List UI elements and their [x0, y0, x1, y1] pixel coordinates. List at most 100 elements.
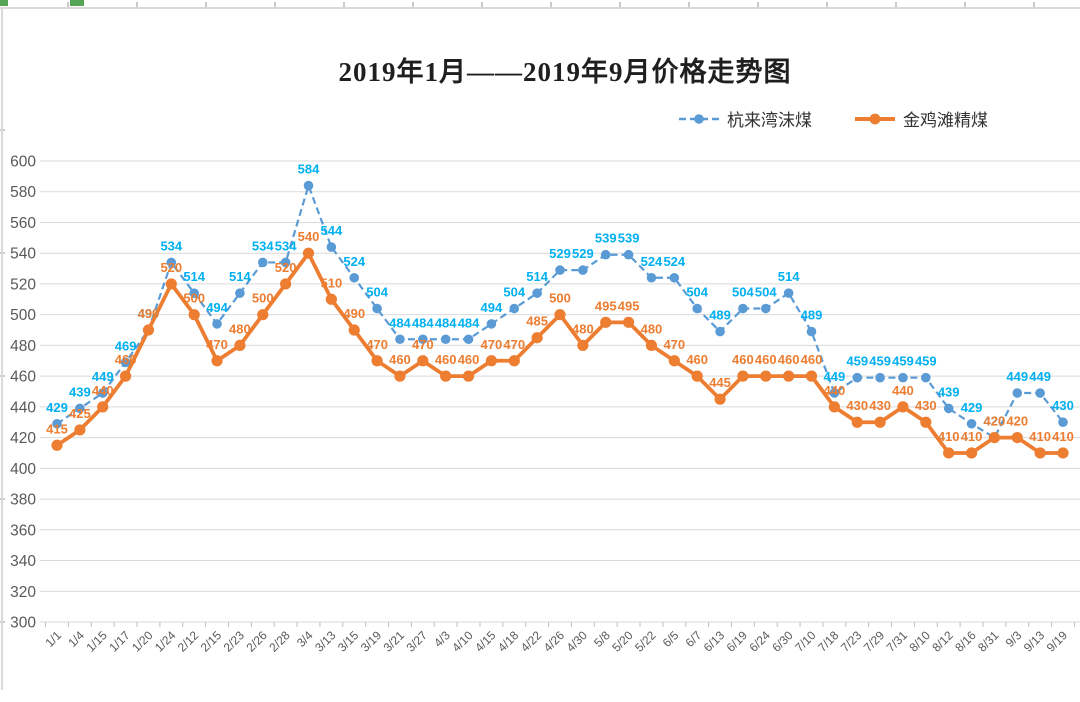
- sheet-cell-fill-marker: [0, 0, 8, 6]
- legend-label: 杭来湾沫煤: [727, 111, 812, 130]
- x-tick-label: 6/7: [683, 628, 705, 650]
- data-point: [1035, 388, 1045, 398]
- data-label: 439: [938, 384, 960, 399]
- data-point: [623, 249, 634, 260]
- y-tick-label: 360: [10, 522, 36, 539]
- data-point: [235, 288, 245, 298]
- data-point: [395, 334, 405, 345]
- data-point: [988, 432, 1001, 444]
- sheet-column-ticks: [0, 2, 1080, 7]
- data-label: 420: [1006, 414, 1028, 429]
- data-label: 500: [549, 291, 571, 306]
- x-tick-label: 4/30: [564, 628, 591, 655]
- y-tick-label: 300: [10, 615, 36, 632]
- data-point: [417, 355, 429, 367]
- data-point: [326, 242, 337, 252]
- data-point: [120, 357, 131, 368]
- data-point: [532, 288, 542, 298]
- data-point: [965, 447, 978, 459]
- data-label: 524: [663, 254, 685, 269]
- data-label: 490: [138, 306, 160, 321]
- data-point: [440, 334, 451, 345]
- x-tick-label: 4/26: [541, 628, 568, 655]
- sheet-cell-fill-marker: [70, 0, 84, 6]
- data-label: 410: [961, 429, 983, 444]
- y-tick-label: 340: [10, 553, 36, 570]
- y-tick-label: 560: [10, 215, 36, 232]
- data-point: [577, 339, 589, 351]
- data-point: [943, 447, 955, 459]
- data-label: 449: [1006, 369, 1028, 384]
- data-point: [737, 370, 749, 382]
- x-tick-label: 7/10: [792, 628, 819, 655]
- data-point: [234, 339, 246, 351]
- x-tick-label: 7/18: [815, 628, 842, 655]
- x-tick-label: 5/22: [632, 628, 659, 655]
- data-label: 540: [298, 229, 320, 244]
- data-label: 470: [481, 337, 503, 352]
- data-point: [898, 372, 908, 383]
- data-point: [257, 257, 268, 268]
- data-label: 514: [183, 269, 205, 284]
- data-label: 459: [915, 354, 937, 369]
- data-label: 460: [389, 352, 411, 367]
- data-label: 439: [69, 384, 91, 399]
- data-point: [142, 324, 155, 336]
- data-point: [349, 272, 360, 283]
- data-label: 430: [846, 398, 868, 413]
- data-point: [554, 309, 566, 321]
- data-label: 440: [892, 383, 914, 398]
- data-label: 470: [412, 337, 434, 352]
- x-tick-label: 8/12: [929, 628, 956, 655]
- data-point: [646, 272, 657, 283]
- data-label: 459: [892, 354, 914, 369]
- data-label: 430: [915, 398, 937, 413]
- data-label: 514: [526, 269, 548, 284]
- data-label: 460: [732, 352, 754, 367]
- x-tick-label: 5/20: [609, 628, 636, 655]
- data-point: [1058, 417, 1068, 428]
- data-label: 460: [115, 352, 137, 367]
- data-point: [943, 403, 954, 414]
- data-point: [738, 303, 748, 314]
- legend-item-series-1[interactable]: 金鸡滩精煤: [854, 106, 988, 131]
- data-point: [97, 401, 109, 413]
- data-label: 459: [846, 354, 868, 369]
- data-point: [348, 324, 360, 336]
- data-label: 460: [686, 352, 708, 367]
- data-point: [440, 370, 452, 382]
- data-point: [166, 257, 177, 268]
- data-label: 480: [641, 321, 663, 336]
- data-label: 514: [229, 269, 251, 284]
- data-label: 500: [252, 291, 274, 306]
- x-tick-label: 8/16: [952, 628, 979, 655]
- x-tick-label: 4/10: [449, 628, 476, 655]
- legend-item-series-0[interactable]: 杭来湾沫煤: [678, 106, 812, 131]
- x-tick-label: 9/19: [1044, 628, 1071, 655]
- data-label: 430: [869, 398, 891, 413]
- data-label: 469: [115, 338, 137, 353]
- x-tick-label: 6/24: [746, 628, 773, 655]
- data-label: 470: [206, 337, 228, 352]
- y-tick-label: 540: [10, 246, 36, 263]
- x-tick-label: 9/3: [1003, 628, 1025, 650]
- data-label: 494: [206, 300, 228, 315]
- data-label: 514: [778, 269, 800, 284]
- data-label: 429: [46, 400, 68, 415]
- solid-line-dot-icon: [854, 113, 896, 125]
- y-tick-label: 320: [10, 584, 36, 601]
- data-point: [211, 355, 223, 367]
- series-labels-1: 4154254404604905205004704805005205405104…: [46, 229, 1074, 444]
- data-point: [622, 316, 635, 328]
- sheet-left-border: [1, 8, 3, 690]
- data-label: 534: [252, 238, 274, 253]
- data-point: [691, 370, 703, 382]
- data-label: 520: [160, 260, 182, 275]
- legend-label: 金鸡滩精煤: [903, 111, 988, 130]
- x-tick-label: 6/19: [724, 628, 751, 655]
- data-point: [829, 388, 840, 398]
- y-tick-label: 480: [10, 338, 36, 355]
- data-point: [851, 416, 863, 428]
